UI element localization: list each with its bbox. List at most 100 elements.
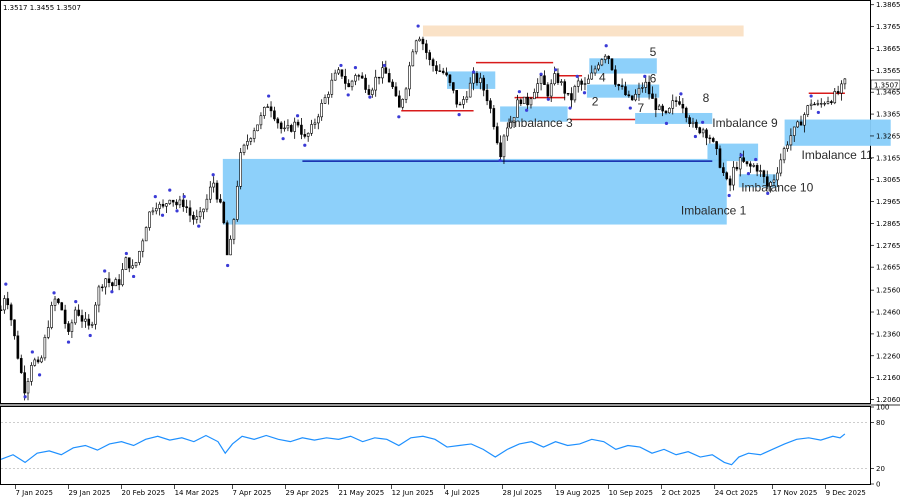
candle-body	[148, 211, 151, 228]
candle-body	[786, 144, 789, 149]
candle-173	[583, 77, 587, 91]
candle-body	[533, 92, 536, 100]
candle-body	[266, 106, 269, 108]
candle-body	[306, 132, 310, 137]
candle-55	[185, 199, 188, 213]
candle-141	[475, 71, 479, 86]
fractal-down-4	[23, 395, 27, 399]
candle-133	[448, 74, 452, 87]
fractal-down-19	[132, 274, 136, 279]
candle-body	[627, 94, 631, 97]
candle-139	[468, 77, 472, 98]
candle-body	[799, 121, 803, 126]
fractal-down-100	[693, 134, 698, 139]
candle-89	[300, 118, 303, 140]
candle-57	[192, 211, 195, 225]
candle-231	[779, 153, 783, 177]
fractal-markers	[4, 24, 820, 399]
candle-86	[289, 123, 293, 133]
candle-body	[269, 106, 273, 112]
candle-body	[205, 198, 209, 210]
candle-124	[418, 36, 421, 42]
number-label-5: 7	[638, 101, 645, 115]
candle-153	[516, 94, 519, 118]
candle-body	[340, 69, 344, 77]
candle-114	[384, 60, 388, 74]
candle-body	[367, 89, 371, 95]
candle-body	[819, 103, 823, 105]
price-tick-label-8: 1.3065	[876, 176, 900, 184]
candle-15	[50, 301, 53, 330]
oscillator-pane: 100 80 20 0	[0, 404, 889, 489]
number-label-0: 5	[650, 45, 657, 59]
candle-body	[165, 203, 168, 207]
candle-body	[583, 83, 587, 85]
candle-body	[404, 88, 408, 100]
candle-body	[624, 86, 627, 96]
time-tick-label-10: 19 Aug 2025	[556, 489, 601, 497]
candle-body	[792, 126, 796, 136]
candle-215	[725, 171, 729, 181]
number-label-4: 2	[592, 94, 599, 108]
candle-body	[499, 142, 502, 158]
candle-body	[580, 80, 583, 85]
candle-body	[43, 337, 47, 359]
candle-body	[708, 137, 712, 139]
candle-body	[337, 69, 340, 74]
candle-body	[391, 81, 394, 88]
candle-body	[168, 199, 172, 204]
candle-63	[212, 176, 215, 193]
candle-body	[70, 322, 74, 332]
candle-11	[36, 356, 40, 364]
candle-204	[688, 115, 691, 128]
price-tick-label-7: 1.3165	[876, 154, 900, 162]
candle-body	[684, 107, 688, 118]
candle-body	[114, 279, 118, 287]
candle-32	[107, 272, 111, 288]
candle-body	[225, 222, 229, 256]
candle-52	[175, 199, 178, 209]
candle-body	[80, 315, 84, 322]
candle-43	[144, 226, 148, 242]
price-tick-label-12: 1.2665	[876, 264, 900, 272]
candle-40	[134, 262, 138, 268]
time-tick-label-3: 14 Mar 2025	[175, 489, 219, 497]
candle-body	[175, 201, 178, 206]
time-tick-label-14: 17 Nov 2025	[773, 489, 818, 497]
candle-body	[806, 105, 810, 115]
candle-body	[576, 80, 580, 87]
candle-119	[401, 98, 404, 110]
fractal-up-5	[30, 350, 34, 354]
fractal-down-76	[525, 108, 529, 112]
price-tick-label-10: 1.2865	[876, 220, 900, 228]
candle-body	[104, 278, 107, 288]
candle-body	[566, 92, 570, 95]
candle-body	[154, 208, 158, 212]
candle-body	[151, 210, 155, 213]
candle-body	[755, 165, 759, 172]
candle-192	[647, 75, 651, 100]
candle-227	[765, 170, 769, 190]
candle-46	[154, 202, 158, 215]
candle-body	[185, 206, 188, 209]
candle-body	[97, 286, 101, 306]
time-tick-label-11: 10 Sep 2025	[609, 489, 653, 497]
candle-229	[772, 174, 776, 187]
candle-body	[840, 83, 843, 94]
candle-body	[350, 80, 354, 88]
candle-189	[637, 82, 641, 101]
candle-body	[53, 298, 57, 306]
candle-221	[745, 161, 749, 167]
candle-body	[381, 67, 384, 79]
candle-45	[151, 207, 155, 216]
candle-body	[732, 166, 735, 186]
fractal-down-16	[110, 290, 114, 294]
candle-14	[46, 320, 50, 340]
candle-body	[320, 102, 323, 118]
candle-body	[198, 211, 202, 218]
oscillator-line	[0, 433, 846, 466]
candle-104	[350, 79, 354, 91]
candle-body	[607, 55, 610, 60]
candle-77	[259, 112, 263, 130]
candle-109	[367, 84, 371, 96]
